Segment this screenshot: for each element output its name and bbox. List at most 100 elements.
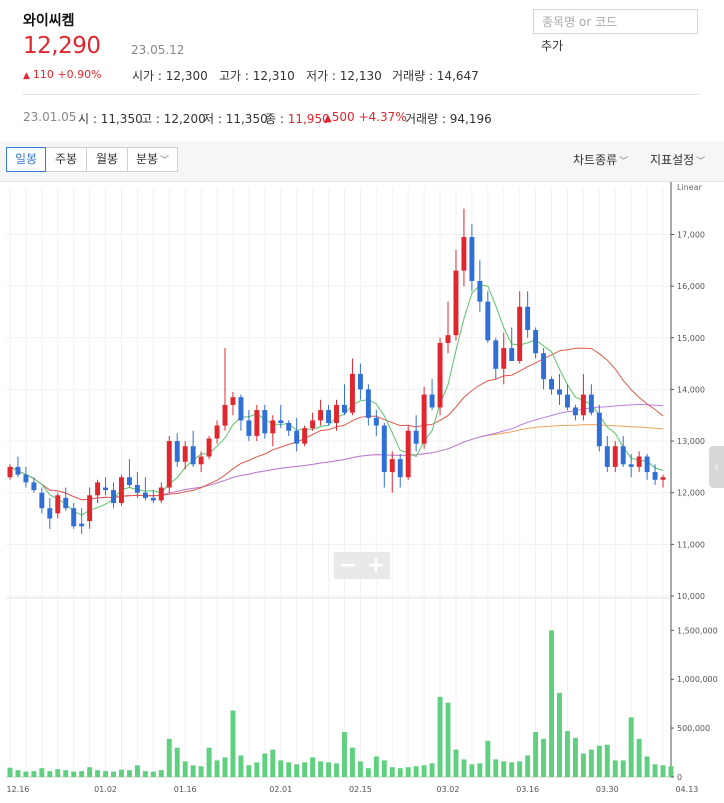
candle-body <box>334 404 339 423</box>
candle <box>126 459 132 488</box>
volume-tick-label: 0 <box>677 773 682 782</box>
candle <box>334 399 339 431</box>
volume-tick-label: 1,000,000 <box>677 675 718 684</box>
volume-bar <box>564 731 570 777</box>
candle <box>437 337 443 416</box>
candle-body <box>541 353 547 380</box>
add-button[interactable]: 추가 <box>541 39 564 53</box>
volume-bar <box>349 747 355 777</box>
volume-bar <box>222 757 228 777</box>
past-low: 저 : 11,350 <box>203 112 268 126</box>
candle-body <box>87 495 93 522</box>
candle-body <box>262 410 268 434</box>
tab-monthly[interactable]: 월봉 <box>86 147 128 172</box>
volume-bar <box>485 740 491 777</box>
candle <box>119 474 124 506</box>
candle-body <box>485 301 491 341</box>
volume-bar <box>588 749 594 777</box>
candle <box>310 412 316 431</box>
candle-body <box>326 410 332 423</box>
volume-bar <box>95 770 101 777</box>
volume-bar <box>413 766 419 777</box>
volume-bar <box>23 771 29 777</box>
candle <box>620 435 626 467</box>
candle-body <box>628 464 634 467</box>
candle <box>302 425 308 447</box>
candle-body <box>214 425 220 439</box>
candle <box>389 451 395 493</box>
candle <box>373 410 379 436</box>
price-change: ▲ 110 +0.90% <box>23 68 102 81</box>
indicator-menu[interactable]: 지표설정 ﹀ <box>650 153 706 167</box>
candle-body <box>55 495 61 514</box>
candle <box>636 451 642 473</box>
candle <box>477 260 483 312</box>
volume-bar <box>660 765 666 777</box>
chevron-down-icon: ﹀ <box>160 156 170 166</box>
candle <box>270 415 276 447</box>
low-price: 저가 : 12,130 <box>306 69 382 83</box>
candle <box>262 404 268 439</box>
tab-daily[interactable]: 일봉 <box>6 147 46 172</box>
volume-bar <box>405 767 411 777</box>
tab-weekly[interactable]: 주봉 <box>45 147 87 172</box>
volume-bar <box>421 765 427 777</box>
volume-bar <box>230 710 236 777</box>
candle <box>533 327 539 359</box>
x-tick-label: 03.02 <box>437 785 460 794</box>
volume-bar <box>636 738 642 777</box>
volume-tick-label: 500,000 <box>677 724 710 733</box>
candle-body <box>636 456 642 467</box>
zoom-controls: − + <box>334 552 390 579</box>
volume-bar <box>437 696 443 777</box>
candle <box>397 453 403 488</box>
volume-bar <box>126 770 132 777</box>
candle <box>501 332 507 385</box>
candle <box>549 376 555 395</box>
volume-bar <box>174 747 180 777</box>
candle-body <box>95 482 101 496</box>
volume-bar <box>246 765 252 777</box>
volume-bar <box>668 766 674 777</box>
candle <box>421 386 427 449</box>
quote-date: 23.05.12 <box>131 43 185 57</box>
volume-bar <box>445 702 451 777</box>
candle <box>564 384 570 411</box>
x-tick-label: 12.16 <box>6 785 29 794</box>
candle-body <box>660 477 666 480</box>
plus-icon[interactable]: + <box>366 553 386 578</box>
chevron-left-icon[interactable]: ‹ <box>709 446 724 488</box>
candle-body <box>119 477 124 504</box>
volume-bar <box>63 770 69 777</box>
candle <box>142 477 148 501</box>
candle <box>413 415 419 452</box>
candle <box>381 422 387 488</box>
candle <box>158 482 164 504</box>
candle-body <box>557 389 562 395</box>
minus-icon[interactable]: − <box>338 553 358 578</box>
tab-minute[interactable]: 분봉 ﹀ <box>127 147 178 172</box>
candle-body <box>190 446 196 465</box>
volume-bar <box>461 759 467 777</box>
change-percent: +0.90% <box>57 68 102 81</box>
price-tick-label: 10,000 <box>677 592 705 601</box>
candle-body <box>349 373 355 413</box>
candle-body <box>469 237 475 281</box>
candle-body <box>286 422 292 431</box>
candle-body <box>612 446 618 467</box>
volume-bar <box>365 768 371 777</box>
candle-body <box>150 497 156 501</box>
candle-body <box>222 404 228 426</box>
volume-bar <box>318 761 324 777</box>
search-input[interactable] <box>534 10 697 33</box>
volume-bar <box>270 749 276 777</box>
stock-chart[interactable]: Linear 17,000 16,000 15,000 14,000 13,000 12,0… <box>0 182 724 803</box>
candle-body <box>198 456 204 465</box>
price-tick-label: 13,000 <box>677 437 705 446</box>
chart-type-menu[interactable]: 차트종류 ﹀ <box>573 153 629 167</box>
candle-body <box>365 389 371 418</box>
candle-body <box>63 497 69 509</box>
x-tick-label: 02.01 <box>269 785 292 794</box>
past-open: 시 : 11,350 <box>78 112 143 126</box>
volume-tick-label: 1,500,000 <box>677 626 718 635</box>
